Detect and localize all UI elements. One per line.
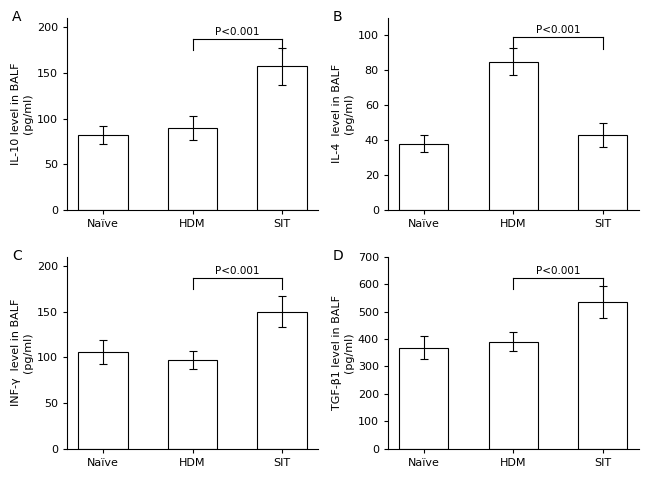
Text: P<0.001: P<0.001 — [215, 266, 259, 276]
Bar — [257, 66, 307, 210]
Text: P<0.001: P<0.001 — [536, 25, 580, 35]
Y-axis label: IL-10 level in BALF
(pg/ml): IL-10 level in BALF (pg/ml) — [11, 63, 32, 165]
Bar — [489, 61, 538, 210]
Bar — [79, 352, 127, 449]
Text: D: D — [333, 249, 343, 263]
Bar — [578, 135, 627, 210]
Y-axis label: INF-γ  level in BALF
(pg/ml): INF-γ level in BALF (pg/ml) — [11, 299, 32, 406]
Text: A: A — [12, 10, 21, 24]
Text: P<0.001: P<0.001 — [536, 266, 580, 276]
Bar — [489, 342, 538, 449]
Bar — [578, 302, 627, 449]
Y-axis label: IL-4  level in BALF
(pg/ml): IL-4 level in BALF (pg/ml) — [332, 64, 354, 163]
Bar — [257, 311, 307, 449]
Bar — [399, 348, 448, 449]
Bar — [168, 360, 217, 449]
Text: B: B — [333, 10, 343, 24]
Text: P<0.001: P<0.001 — [215, 27, 259, 37]
Bar — [399, 144, 448, 210]
Bar — [168, 128, 217, 210]
Bar — [79, 135, 127, 210]
Y-axis label: TGF-β1 level in BALF
(pg/ml): TGF-β1 level in BALF (pg/ml) — [332, 295, 354, 410]
Text: C: C — [12, 249, 21, 263]
